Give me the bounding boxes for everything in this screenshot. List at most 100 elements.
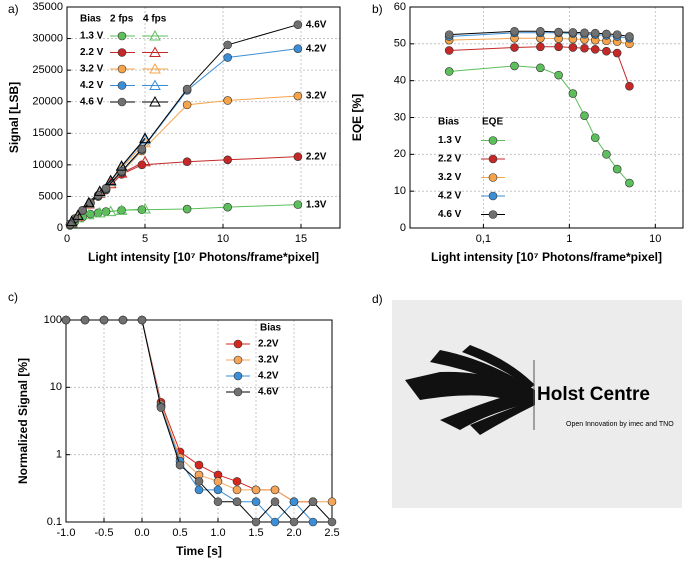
panel-label: a)	[8, 2, 19, 16]
data-point	[568, 43, 578, 52]
data-point	[139, 133, 151, 145]
data-point	[137, 160, 147, 170]
y-tick-label: 15000	[32, 127, 63, 139]
y-tick-label: 50	[394, 38, 406, 50]
panel-label: b)	[372, 2, 383, 16]
data-point	[327, 497, 337, 507]
data-point	[293, 152, 303, 161]
x-tick-label: 10	[649, 233, 661, 245]
data-point	[270, 497, 280, 507]
legend-label: 4.2V	[258, 371, 279, 382]
data-point	[223, 40, 232, 50]
data-point	[308, 517, 318, 527]
logo-rays	[430, 345, 535, 435]
y-tick-label: 5000	[39, 190, 63, 202]
data-point	[93, 206, 106, 218]
data-point	[182, 204, 192, 214]
data-point	[625, 81, 634, 91]
legend-label: 3.2 V	[438, 172, 462, 183]
y-axis-label: Normalized Signal [%]	[16, 358, 30, 484]
legend-header: EQE	[482, 117, 503, 128]
data-point	[104, 205, 117, 217]
data-point	[78, 206, 87, 215]
data-point	[139, 132, 151, 143]
x-tick-label: 0	[64, 233, 70, 245]
data-point	[61, 315, 71, 325]
data-point	[289, 497, 299, 507]
data-point	[580, 28, 589, 38]
legend-label: 1.3 V	[438, 135, 462, 146]
legend-marker	[149, 79, 161, 90]
series-line	[449, 30, 630, 37]
legend-label: 4.6 V	[438, 209, 462, 220]
legend-label: 4.6V	[258, 387, 279, 398]
legend-marker	[488, 210, 498, 219]
data-point	[137, 315, 147, 325]
data-point	[213, 485, 223, 495]
data-point	[510, 27, 519, 36]
data-point	[182, 100, 192, 110]
x-axis-label: Light intensity [10⁷ Photons/frame*pixel…	[88, 250, 319, 264]
y-tick-label: 60	[394, 1, 406, 13]
data-point	[270, 517, 280, 527]
legend-marker	[117, 48, 127, 57]
data-point	[223, 202, 232, 212]
y-tick-label: 10	[394, 185, 406, 197]
legend-label: 4.2 V	[80, 80, 104, 91]
legend-marker	[149, 46, 161, 57]
data-point	[580, 43, 589, 53]
data-point	[536, 63, 545, 73]
x-tick-label: 1.0	[210, 527, 225, 539]
legend-marker	[149, 62, 161, 74]
y-tick-label: 0	[400, 222, 406, 234]
data-point	[182, 157, 192, 166]
legend-label: 3.2 V	[80, 64, 104, 75]
x-tick-label: 0,1	[476, 233, 491, 245]
series-line	[449, 37, 630, 45]
legend-label: 2.2V	[258, 339, 279, 350]
legend-marker	[117, 64, 127, 74]
legend-header: 4 fps	[143, 14, 167, 25]
series-line	[449, 65, 630, 184]
x-tick-label: 2.0	[286, 527, 301, 539]
x-tick-label: 15	[295, 233, 307, 245]
data-point	[115, 204, 128, 215]
legend-marker	[117, 81, 127, 90]
legend-label: 2.2 V	[80, 47, 104, 58]
x-tick-label: 0.0	[134, 527, 149, 539]
data-point	[568, 89, 578, 98]
data-point	[554, 70, 563, 80]
logo-text: Holst Centre	[537, 384, 650, 405]
legend-marker	[488, 154, 498, 164]
data-point	[510, 43, 519, 52]
plot-frame	[66, 6, 341, 229]
data-point	[612, 30, 622, 39]
data-point	[194, 477, 204, 486]
legend-marker	[233, 339, 243, 349]
data-point	[293, 91, 303, 101]
data-point	[289, 517, 299, 527]
plot-frame	[65, 319, 333, 523]
data-point	[327, 517, 337, 527]
data-point	[536, 27, 545, 36]
data-point	[82, 208, 95, 220]
legend-label: 1.3 V	[80, 31, 104, 42]
data-point	[213, 477, 223, 486]
x-tick-label: -0.5	[95, 527, 114, 539]
data-point	[99, 315, 109, 325]
legend-label: 4.2 V	[438, 191, 462, 202]
data-point	[444, 30, 454, 39]
data-point	[232, 485, 242, 495]
data-point	[117, 166, 126, 176]
legend-marker	[117, 97, 127, 107]
legend-title: Bias	[80, 14, 102, 25]
data-point	[139, 155, 151, 167]
data-point	[232, 497, 242, 507]
y-tick-label: 1	[56, 449, 62, 461]
data-point	[194, 460, 204, 470]
y-tick-label: 100	[44, 314, 62, 326]
data-point	[270, 485, 280, 495]
legend-marker	[149, 29, 161, 41]
y-tick-label: 10000	[32, 159, 63, 171]
